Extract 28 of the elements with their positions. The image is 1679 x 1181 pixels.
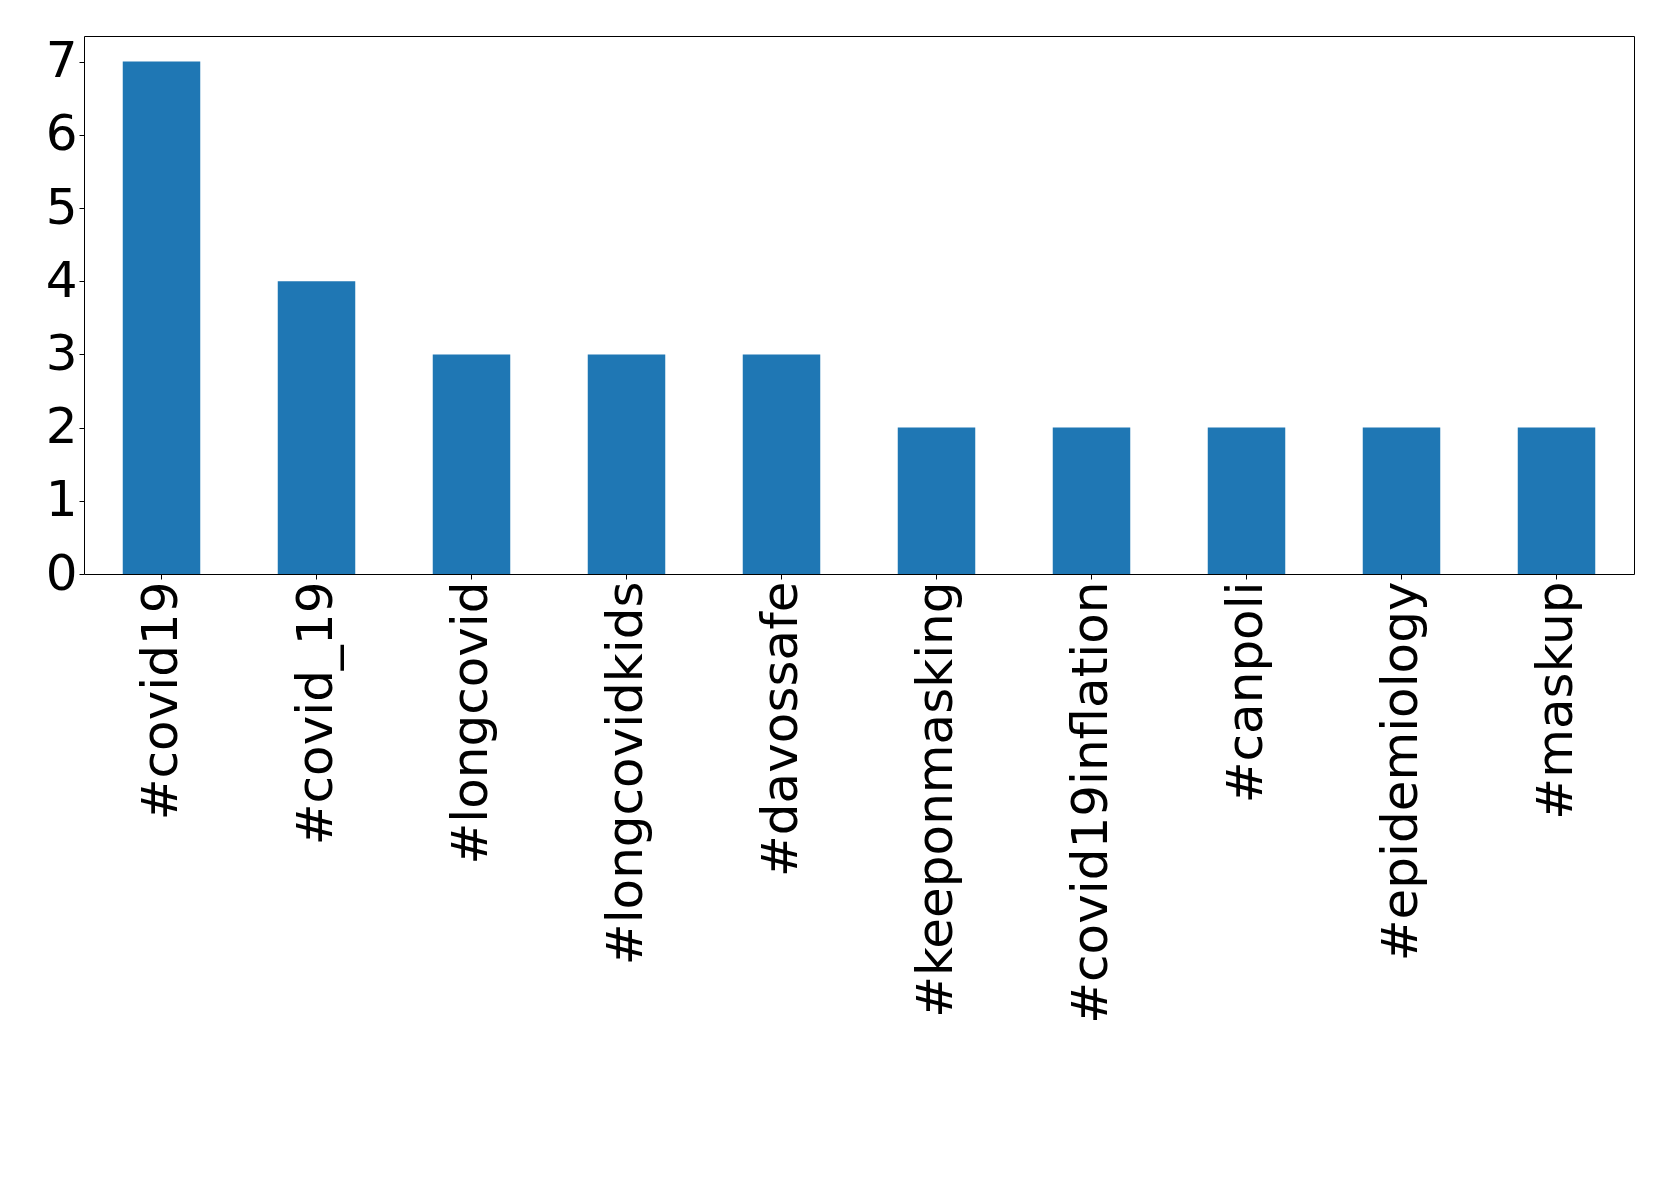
x-tick-label: #davossafe: [750, 581, 809, 878]
x-tick-label: #longcovidkids: [595, 581, 654, 966]
x-tick-label: #keeponmasking: [905, 581, 964, 1018]
x-tick-label: #canpoli: [1215, 581, 1274, 804]
y-tick-label: 1: [45, 470, 78, 529]
bar: [1517, 427, 1596, 574]
bar: [1052, 427, 1131, 574]
x-tick-label: #maskup: [1525, 581, 1584, 820]
x-tick-label: #longcovid: [440, 581, 499, 865]
y-tick-label: 0: [45, 543, 78, 602]
y-tick-label: 3: [45, 323, 78, 382]
bar: [742, 354, 821, 574]
y-tick-label: 5: [45, 177, 78, 236]
bar: [587, 354, 666, 574]
x-tick-label: #covid_19: [285, 581, 344, 846]
y-tick-label: 4: [45, 250, 78, 309]
y-tick-label: 2: [45, 397, 78, 456]
x-tick-label: #epidemiology: [1370, 581, 1429, 962]
x-tick-label: #covid19: [130, 581, 189, 821]
y-tick-label: 7: [45, 31, 78, 90]
bar: [897, 427, 976, 574]
bar: [432, 354, 511, 574]
bar: [1207, 427, 1286, 574]
bar: [1362, 427, 1441, 574]
y-tick-label: 6: [45, 104, 78, 163]
bar: [277, 281, 356, 574]
x-tick-label: #covid19inflation: [1060, 581, 1119, 1024]
bar: [122, 61, 201, 574]
